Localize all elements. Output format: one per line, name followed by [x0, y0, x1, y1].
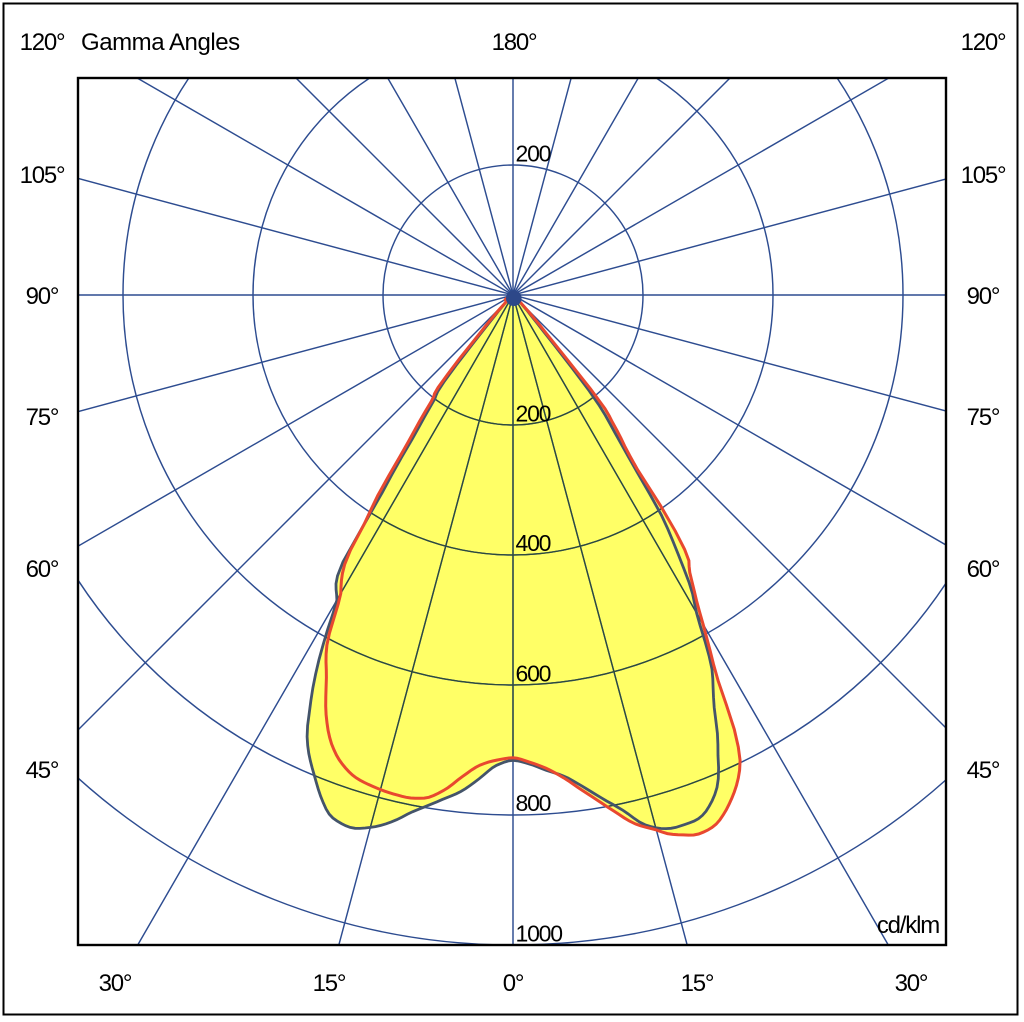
- svg-text:45°: 45°: [967, 757, 1000, 784]
- svg-text:45°: 45°: [26, 757, 59, 784]
- svg-text:60°: 60°: [26, 556, 59, 583]
- svg-text:75°: 75°: [967, 404, 1000, 431]
- svg-text:105°: 105°: [961, 162, 1006, 189]
- svg-text:105°: 105°: [20, 162, 65, 189]
- svg-text:200: 200: [516, 141, 551, 167]
- svg-text:800: 800: [516, 790, 551, 816]
- svg-text:400: 400: [516, 530, 551, 556]
- svg-text:cd/klm: cd/klm: [877, 912, 939, 939]
- svg-text:60°: 60°: [967, 556, 1000, 583]
- svg-text:Gamma Angles: Gamma Angles: [81, 29, 240, 56]
- svg-text:90°: 90°: [967, 283, 1000, 310]
- svg-text:180°: 180°: [492, 29, 537, 56]
- svg-text:15°: 15°: [681, 970, 714, 997]
- svg-text:120°: 120°: [20, 29, 65, 56]
- svg-text:75°: 75°: [26, 404, 59, 431]
- svg-text:120°: 120°: [961, 29, 1006, 56]
- svg-text:200: 200: [516, 401, 551, 427]
- svg-text:600: 600: [516, 661, 551, 687]
- svg-text:30°: 30°: [99, 970, 132, 997]
- svg-text:0°: 0°: [503, 970, 524, 997]
- svg-text:1000: 1000: [516, 921, 563, 947]
- svg-text:90°: 90°: [26, 283, 59, 310]
- svg-text:30°: 30°: [895, 970, 928, 997]
- svg-text:15°: 15°: [313, 970, 346, 997]
